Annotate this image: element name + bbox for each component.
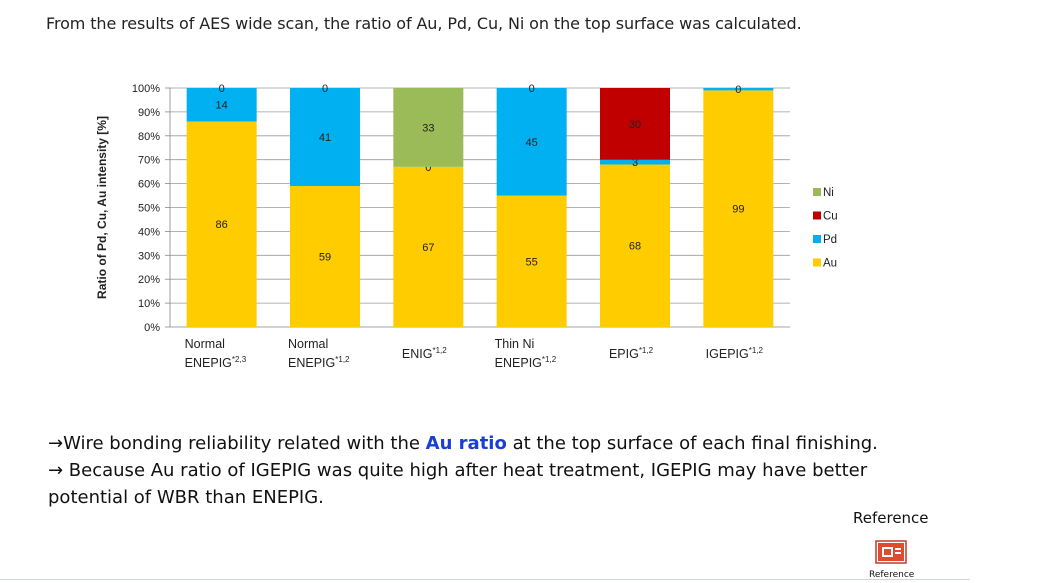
data-label: 67 [422,242,434,254]
x-tick-label: Thin Ni [495,337,535,351]
data-label: 55 [526,256,538,268]
bottom-divider [0,579,970,580]
conclusion-line-1-start: →Wire bonding reliability related with t… [48,433,426,454]
data-label: 99 [732,204,744,216]
data-label: 86 [216,219,228,231]
data-label: 41 [319,132,331,144]
legend-label-cu: Cu [823,211,838,223]
conclusions: →Wire bonding reliability related with t… [48,430,928,511]
data-label: 33 [422,122,434,134]
bar-segment-pd [496,88,567,196]
bar-segment-cu [600,88,670,160]
y-axis-label: Ratio of Pd, Cu, Au intensity [%] [95,116,109,299]
reference-label: Reference [853,509,929,527]
y-tick-label: 70% [138,155,160,167]
bar-segment-pd [290,88,360,186]
legend-swatch-pd [813,235,821,243]
y-tick-label: 0% [144,322,160,334]
stacked-bar-chart: 0% 10% 20% 30% 40% 50% 60% 70% 80% 90% 100% Ratio o… [95,83,838,370]
x-tick-label: Normal [288,337,328,351]
conclusion-line-2: → Because Au ratio of IGEPIG was quite h… [48,460,868,481]
bar-segment-ni [393,88,464,167]
x-tick-label: Normal [185,337,225,351]
data-label: 59 [319,251,331,263]
data-label: 14 [216,100,228,112]
y-tick-label: 50% [138,203,160,215]
y-tick-label: 90% [138,107,160,119]
data-label: 0 [735,84,741,96]
bar-segment-pd [703,88,774,91]
bar-segment-au [393,166,464,327]
y-tick-label: 100% [132,83,160,95]
y-tick-label: 60% [138,179,160,191]
x-tick-label-line2: ENEPIG*1,2 [288,355,350,370]
x-tick-label: IGEPIG*1,2 [706,346,764,361]
legend-label-pd: Pd [823,234,837,246]
conclusion-line-1-end: at the top surface of each final finishi… [506,433,878,454]
bar-segment-au [703,90,774,327]
intro-text: From the results of AES wide scan, the r… [46,14,802,33]
data-label: 68 [629,241,641,253]
legend-label-ni: Ni [823,187,834,199]
bar-segment-au [186,121,257,328]
bar-segment-au [600,164,670,327]
bar-segment-au [290,185,360,327]
reference-caption: Reference [869,570,915,580]
legend-swatch-ni [813,188,821,196]
data-label: 30 [629,119,641,131]
data-label: 0 [425,162,431,174]
legend-label-au: Au [823,258,837,270]
data-label: 0 [219,83,225,95]
legend-swatch-au [813,258,821,267]
conclusion-line-3: potential of WBR than ENEPIG. [48,487,324,508]
x-tick-label: EPIG*1,2 [609,346,654,361]
au-ratio-highlight: Au ratio [425,433,507,454]
x-tick-label-line2: ENEPIG*1,2 [495,355,557,370]
data-label: 0 [529,83,535,95]
conclusion-line-1: →Wire bonding reliability related with t… [48,430,928,457]
y-tick-label: 40% [138,226,160,238]
legend-swatch-cu [813,211,821,220]
data-label: 0 [322,83,328,95]
y-tick-label: 10% [138,298,160,310]
x-tick-label: ENIG*1,2 [402,346,447,361]
data-label: 45 [526,137,538,149]
bar-segment-pd [600,159,670,165]
bar-segment-au [496,195,567,327]
reference-document-icon[interactable] [875,540,907,564]
y-tick-label: 20% [138,274,160,286]
bar-segment-pd [186,88,257,122]
x-tick-label-line2: ENEPIG*2,3 [185,355,247,370]
data-label: 3 [632,157,638,169]
y-tick-label: 80% [138,131,160,143]
y-tick-label: 30% [138,250,160,262]
